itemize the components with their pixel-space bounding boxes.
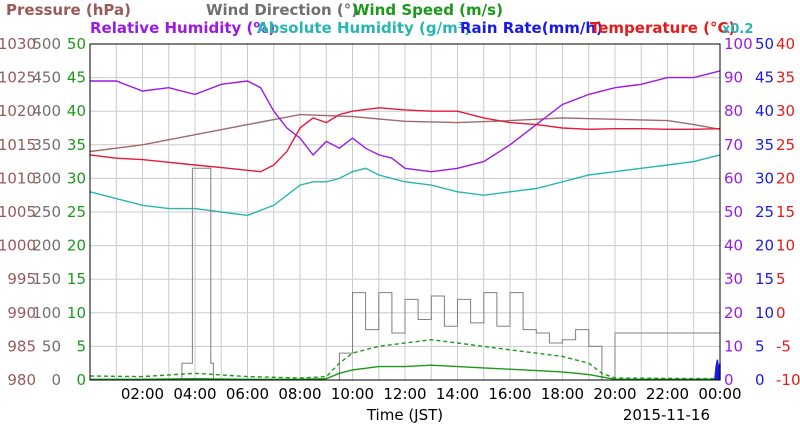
x-tick-label: 10:00 bbox=[331, 385, 374, 403]
x-tick-label: 22:00 bbox=[646, 385, 689, 403]
chart-titles: Pressure (hPa) Wind Direction (°) Wind S… bbox=[6, 1, 753, 37]
y-tick-label-rel-humidity: 60 bbox=[724, 169, 743, 187]
x-tick-label: 00:00 bbox=[698, 385, 741, 403]
y-tick-label-rain-rate: 35 bbox=[755, 136, 774, 154]
y-tick-label-rel-humidity: 70 bbox=[724, 136, 743, 154]
x-tick-label: 06:00 bbox=[226, 385, 269, 403]
series-line-6 bbox=[90, 364, 720, 380]
y-tick-label-wind-speed: 35 bbox=[67, 136, 86, 154]
series-line-2 bbox=[89, 154, 721, 217]
y-tick-label-wind-direction: 200 bbox=[32, 237, 61, 255]
x-tick-label: 02:00 bbox=[121, 385, 164, 403]
x-tick-label: 12:00 bbox=[383, 385, 426, 403]
y-tick-label-rel-humidity: 50 bbox=[724, 203, 743, 221]
y-tick-label-pressure: 1030 bbox=[0, 35, 36, 53]
y-tick-label-pressure: 1005 bbox=[0, 203, 36, 221]
x-tick-label: 14:00 bbox=[436, 385, 479, 403]
y-tick-label-wind-direction: 0 bbox=[51, 371, 61, 389]
y-tick-label-rain-rate: 15 bbox=[755, 270, 774, 288]
y-tick-label-pressure: 1025 bbox=[0, 69, 36, 87]
title-rain-scale: x0.2 bbox=[722, 22, 753, 37]
y-tick-label-wind-direction: 300 bbox=[32, 169, 61, 187]
y-tick-label-pressure: 995 bbox=[7, 270, 36, 288]
y-tick-label-pressure: 1020 bbox=[0, 102, 36, 120]
y-tick-label-rel-humidity: 20 bbox=[724, 304, 743, 322]
y-tick-label-pressure: 990 bbox=[7, 304, 36, 322]
y-tick-label-temperature: 20 bbox=[776, 169, 795, 187]
x-tick-label: 04:00 bbox=[173, 385, 216, 403]
y-tick-label-wind-direction: 100 bbox=[32, 304, 61, 322]
title-rel-humidity: Relative Humidity (%) bbox=[90, 19, 275, 37]
y-tick-label-temperature: 30 bbox=[776, 102, 795, 120]
y-tick-label-rain-rate: 10 bbox=[755, 304, 774, 322]
y-tick-label-wind-speed: 25 bbox=[67, 203, 86, 221]
series-line-3 bbox=[89, 107, 721, 173]
y-tick-label-wind-speed: 45 bbox=[67, 69, 86, 87]
series-line-1 bbox=[90, 70, 721, 173]
y-tick-label-rain-rate: 45 bbox=[755, 69, 774, 87]
y-tick-label-temperature: 15 bbox=[776, 203, 795, 221]
y-tick-label-wind-speed: 50 bbox=[67, 35, 86, 53]
y-tick-label-rel-humidity: 40 bbox=[724, 237, 743, 255]
y-tick-label-wind-direction: 150 bbox=[32, 270, 61, 288]
y-tick-label-pressure: 985 bbox=[7, 337, 36, 355]
y-tick-label-wind-speed: 0 bbox=[76, 371, 86, 389]
y-tick-label-pressure: 1010 bbox=[0, 169, 36, 187]
y-tick-label-rel-humidity: 80 bbox=[724, 102, 743, 120]
y-tick-label-wind-direction: 50 bbox=[42, 337, 61, 355]
y-tick-label-temperature: -5 bbox=[776, 337, 791, 355]
y-tick-label-temperature: 0 bbox=[776, 304, 786, 322]
series-line-7 bbox=[714, 359, 721, 381]
x-axis-label: Time (JST) bbox=[366, 406, 443, 424]
y-tick-label-pressure: 980 bbox=[7, 371, 36, 389]
axis-labels: 02:00 04:00 06:00 08:00 10:00 12:00 14:00 16:00… bbox=[0, 35, 800, 403]
title-temperature: Temperature (°C) bbox=[590, 19, 735, 37]
y-tick-label-wind-direction: 350 bbox=[32, 136, 61, 154]
y-tick-label-temperature: 35 bbox=[776, 69, 795, 87]
y-tick-label-rain-rate: 50 bbox=[755, 35, 774, 53]
y-tick-label-pressure: 1015 bbox=[0, 136, 36, 154]
y-tick-label-wind-speed: 30 bbox=[67, 169, 86, 187]
y-tick-label-wind-direction: 250 bbox=[32, 203, 61, 221]
y-tick-label-rain-rate: 25 bbox=[755, 203, 774, 221]
y-tick-label-pressure: 1000 bbox=[0, 237, 36, 255]
x-tick-label: 18:00 bbox=[541, 385, 584, 403]
y-tick-label-wind-speed: 20 bbox=[67, 237, 86, 255]
y-tick-label-rain-rate: 40 bbox=[755, 102, 774, 120]
title-rain-rate: Rain Rate(mm/h) bbox=[460, 19, 603, 37]
y-tick-label-wind-direction: 450 bbox=[32, 69, 61, 87]
x-tick-label: 08:00 bbox=[278, 385, 321, 403]
y-tick-label-wind-speed: 5 bbox=[76, 337, 86, 355]
series-line-5 bbox=[89, 338, 721, 380]
y-tick-label-wind-speed: 15 bbox=[67, 270, 86, 288]
y-tick-label-rel-humidity: 100 bbox=[724, 35, 753, 53]
y-tick-label-rain-rate: 30 bbox=[755, 169, 774, 187]
y-tick-label-temperature: 40 bbox=[776, 35, 795, 53]
series-line-0 bbox=[89, 113, 721, 153]
y-tick-label-temperature: 25 bbox=[776, 136, 795, 154]
y-tick-label-rain-rate: 20 bbox=[755, 237, 774, 255]
y-tick-label-temperature: 5 bbox=[776, 270, 786, 288]
title-abs-humidity: Absolute Humidity (g/m³) bbox=[257, 19, 471, 37]
y-tick-label-temperature: -10 bbox=[776, 371, 800, 389]
date-label: 2015-11-16 bbox=[623, 406, 710, 424]
y-tick-label-rel-humidity: 10 bbox=[724, 337, 743, 355]
y-tick-label-wind-direction: 500 bbox=[32, 35, 61, 53]
y-tick-label-wind-speed: 10 bbox=[67, 304, 86, 322]
x-tick-label: 20:00 bbox=[593, 385, 636, 403]
y-tick-label-rel-humidity: 90 bbox=[724, 69, 743, 87]
y-tick-label-wind-speed: 40 bbox=[67, 102, 86, 120]
title-wind-direction: Wind Direction (°) bbox=[206, 1, 358, 19]
plot-frame bbox=[89, 43, 721, 381]
y-tick-label-rain-rate: 0 bbox=[755, 371, 765, 389]
y-tick-label-rain-rate: 5 bbox=[755, 337, 765, 355]
title-wind-speed: Wind Speed (m/s) bbox=[353, 1, 503, 19]
title-pressure: Pressure (hPa) bbox=[6, 1, 131, 19]
y-tick-label-rel-humidity: 0 bbox=[724, 371, 734, 389]
y-tick-label-temperature: 10 bbox=[776, 237, 795, 255]
y-tick-label-wind-direction: 400 bbox=[32, 102, 61, 120]
y-tick-label-rel-humidity: 30 bbox=[724, 270, 743, 288]
x-tick-label: 16:00 bbox=[488, 385, 531, 403]
